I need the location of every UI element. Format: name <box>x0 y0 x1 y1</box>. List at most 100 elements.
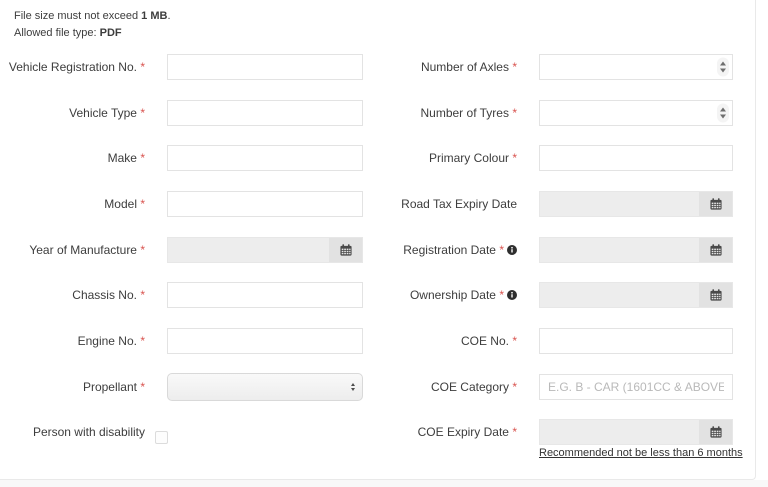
calendar-icon <box>709 289 722 301</box>
field-label: Number of Axles * <box>378 60 539 74</box>
label-text: Model <box>104 196 137 211</box>
field-make: Make * <box>0 135 378 181</box>
field-registration-date: Registration Date * <box>378 227 756 273</box>
number-of-axles-input[interactable] <box>539 53 733 80</box>
field-vehicle-type: Vehicle Type * <box>0 90 378 136</box>
stepper-up-icon[interactable] <box>720 107 726 112</box>
stepper-up-icon[interactable] <box>720 61 726 66</box>
calendar-icon <box>709 243 722 256</box>
field-label: Make * <box>0 151 167 165</box>
coe-no-input[interactable] <box>539 327 733 354</box>
field-chassis-no: Chassis No. * <box>0 272 378 318</box>
number-stepper[interactable] <box>717 57 729 77</box>
file-size-note: File size must not exceed 1 MB. <box>14 8 171 25</box>
label-text: Vehicle Type <box>69 105 137 120</box>
field-coe-expiry-date: COE Expiry Date * Recommended not be les… <box>378 410 756 460</box>
date-input[interactable] <box>540 238 699 262</box>
year-of-manufacture-datepicker[interactable] <box>167 236 363 263</box>
label-text: Ownership Date <box>409 288 496 303</box>
form-row: Chassis No. * Ownership Date * <box>0 272 756 318</box>
ownership-datepicker[interactable] <box>539 282 733 309</box>
coe-expiry-hint-link[interactable]: Recommended not be less than 6 months <box>539 447 743 460</box>
label-text: Person with disability <box>32 425 145 440</box>
field-label: Road Tax Expiry Date <box>378 197 539 211</box>
field-model: Model * <box>0 181 378 227</box>
registration-datepicker[interactable] <box>539 236 733 263</box>
field-label: Vehicle Type * <box>0 106 167 120</box>
coe-category-input[interactable] <box>539 373 733 400</box>
date-input[interactable] <box>540 283 699 307</box>
stepper-down-icon[interactable] <box>720 68 726 73</box>
required-asterisk: * <box>512 59 517 74</box>
required-asterisk: * <box>499 288 504 303</box>
vehicle-registration-no-input[interactable] <box>167 53 363 80</box>
label-text: Primary Colour <box>428 151 509 166</box>
required-asterisk: * <box>512 105 517 120</box>
field-year-of-manufacture: Year of Manufacture * <box>0 227 378 273</box>
label-text: Chassis No. <box>72 288 137 303</box>
label-text: Vehicle Registration No. <box>8 59 137 74</box>
field-label: Registration Date * <box>378 243 539 257</box>
required-asterisk: * <box>140 59 145 74</box>
form-row: Make * Primary Colour * <box>0 135 756 181</box>
date-input[interactable] <box>168 238 329 262</box>
field-label: Chassis No. * <box>0 288 167 302</box>
required-asterisk: * <box>512 151 517 166</box>
make-input[interactable] <box>167 145 363 172</box>
form-row: Person with disability COE Expiry Date *… <box>0 410 756 460</box>
person-with-disability-checkbox[interactable] <box>155 430 168 444</box>
number-stepper[interactable] <box>717 103 729 123</box>
coe-expiry-datepicker[interactable] <box>539 419 733 446</box>
field-coe-category: COE Category * <box>378 364 756 410</box>
label-text: Registration Date <box>403 242 496 257</box>
label-text: COE Expiry Date <box>417 425 509 440</box>
required-asterisk: * <box>140 196 145 211</box>
field-label: Person with disability <box>0 425 167 439</box>
calendar-button[interactable] <box>699 237 732 262</box>
date-input[interactable] <box>540 420 699 444</box>
stepper-down-icon[interactable] <box>720 114 726 119</box>
upload-notes: File size must not exceed 1 MB. Allowed … <box>14 8 171 41</box>
number-of-tyres-input[interactable] <box>539 99 733 126</box>
date-input[interactable] <box>540 192 699 216</box>
vehicle-details-form: Vehicle Registration No. * Number of Axl… <box>0 44 756 460</box>
page-background-strip <box>0 480 768 487</box>
engine-no-input[interactable] <box>167 327 363 354</box>
required-asterisk: * <box>140 242 145 257</box>
required-asterisk: * <box>140 333 145 348</box>
calendar-button[interactable] <box>699 283 732 308</box>
calendar-button[interactable] <box>699 420 732 445</box>
calendar-icon <box>709 198 722 210</box>
form-row: Model * Road Tax Expiry Date <box>0 181 756 227</box>
info-icon[interactable] <box>507 244 517 255</box>
note-bold: PDF <box>99 26 122 39</box>
calendar-icon <box>709 426 722 438</box>
calendar-button[interactable] <box>329 237 362 262</box>
field-label: Propellant * <box>0 380 167 394</box>
form-row: Vehicle Registration No. * Number of Axl… <box>0 44 756 90</box>
note-bold: 1 MB <box>141 10 168 22</box>
model-input[interactable] <box>167 190 363 217</box>
field-person-with-disability: Person with disability <box>0 410 378 456</box>
required-asterisk: * <box>140 288 145 303</box>
field-coe-no: COE No. * <box>378 318 756 364</box>
propellant-select[interactable] <box>167 372 363 401</box>
form-row: Propellant * COE Category * <box>0 364 756 410</box>
primary-colour-input[interactable] <box>539 145 733 172</box>
calendar-button[interactable] <box>699 191 732 216</box>
field-engine-no: Engine No. * <box>0 318 378 364</box>
field-primary-colour: Primary Colour * <box>378 135 756 181</box>
note-text: . <box>167 10 171 22</box>
file-type-note: Allowed file type: PDF <box>14 25 171 42</box>
select-arrows-icon <box>351 382 355 391</box>
road-tax-expiry-datepicker[interactable] <box>539 190 733 217</box>
label-text: COE No. <box>460 333 509 348</box>
field-number-of-tyres: Number of Tyres * <box>378 90 756 136</box>
vehicle-type-input[interactable] <box>167 99 363 126</box>
required-asterisk: * <box>140 105 145 120</box>
label-text: Make <box>107 151 137 166</box>
field-label: Ownership Date * <box>378 288 539 302</box>
info-icon[interactable] <box>507 290 517 301</box>
required-asterisk: * <box>512 425 517 440</box>
chassis-no-input[interactable] <box>167 282 363 309</box>
